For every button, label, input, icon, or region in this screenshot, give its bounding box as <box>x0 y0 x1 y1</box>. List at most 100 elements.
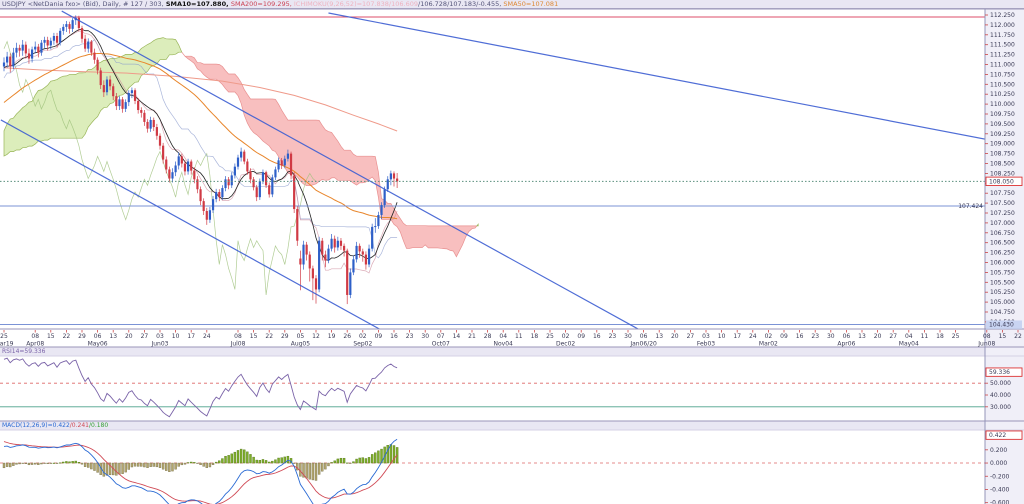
date-label: 22 <box>63 333 71 340</box>
macd-histogram-bar <box>127 462 131 470</box>
macd-histogram-bar <box>327 462 330 467</box>
date-label: 25 <box>0 333 8 340</box>
date-label: 18 <box>936 333 944 340</box>
date-label: 03 <box>156 333 164 340</box>
candle-body <box>249 171 252 180</box>
date-label: 23 <box>811 333 819 340</box>
candle-body <box>168 169 171 179</box>
candle-body <box>55 35 59 43</box>
candle-body <box>62 26 65 31</box>
macd-histogram-bar <box>143 462 146 468</box>
month-label: Jan06/20 <box>629 341 657 348</box>
date-label: 04 <box>905 333 913 340</box>
svg-text:106.000: 106.000 <box>990 260 1015 267</box>
month-label: Oct07 <box>432 341 450 348</box>
main-plot-area[interactable] <box>0 10 1009 335</box>
macd-histogram-bar <box>2 462 6 469</box>
date-label: 29 <box>281 333 289 340</box>
svg-text:105.750: 105.750 <box>990 269 1015 276</box>
candle-body <box>133 90 137 101</box>
candle-body <box>21 44 24 51</box>
candle-body <box>130 90 134 94</box>
date-label: 26 <box>343 333 351 340</box>
trendline-3[interactable] <box>328 12 1008 144</box>
date-label: 17 <box>733 333 741 340</box>
support-price-box <box>986 320 1022 329</box>
time-axis-strip[interactable] <box>0 329 985 347</box>
legend-instrument: USDJPY <NetDania fxo> (Bid), Daily, # 12… <box>2 0 166 8</box>
macd-histogram-bar <box>302 462 305 478</box>
trendline-1[interactable] <box>61 10 647 334</box>
svg-text:108.750: 108.750 <box>990 151 1015 158</box>
candle-body <box>146 121 149 129</box>
candle-body <box>196 179 199 190</box>
macd-histogram-bar <box>105 462 109 476</box>
candle-body <box>302 244 305 265</box>
candle-body <box>255 187 258 198</box>
svg-text:110.500: 110.500 <box>990 81 1015 88</box>
candle-body <box>374 226 377 228</box>
date-label: 11 <box>515 333 523 340</box>
date-label: 17 <box>187 333 195 340</box>
date-label: 20 <box>125 333 133 340</box>
date-label: 04 <box>499 333 507 340</box>
candle-body <box>177 156 180 166</box>
macd-histogram-bar <box>386 445 389 464</box>
macd-histogram-bar <box>317 462 321 475</box>
date-label: 18 <box>531 333 539 340</box>
macd-histogram-bar <box>271 460 274 464</box>
macd-histogram-bar <box>15 462 18 465</box>
svg-text:108.250: 108.250 <box>990 170 1015 177</box>
svg-text:109.500: 109.500 <box>990 121 1015 128</box>
macd-histogram-bar <box>71 461 74 464</box>
macd-histogram-bar <box>233 451 237 464</box>
macd-legend-signal: /0.241 <box>69 422 89 429</box>
date-label: 20 <box>671 333 679 340</box>
macd-histogram-bar <box>208 462 212 468</box>
macd-histogram-bar <box>258 460 262 464</box>
macd-histogram-bar <box>243 449 246 464</box>
candle-body <box>346 250 349 295</box>
candle-body <box>396 178 399 182</box>
price-axis-strip[interactable] <box>985 0 1024 504</box>
candle-body <box>137 100 140 111</box>
macd-histogram-bar <box>183 462 187 465</box>
candle-body <box>277 160 280 170</box>
candle-body <box>49 40 52 46</box>
macd-histogram-bar <box>255 459 258 464</box>
macd-histogram-bar <box>90 462 93 470</box>
macd-histogram-bar <box>355 458 358 464</box>
candle-body <box>77 17 80 29</box>
rsi-panel[interactable] <box>0 357 985 418</box>
macd-histogram-bar <box>149 462 152 467</box>
macd-histogram-bar <box>305 462 308 479</box>
candle-body <box>283 158 286 166</box>
last-price-label: 108.050 <box>989 178 1014 185</box>
svg-text:105.250: 105.250 <box>990 289 1015 296</box>
macd-histogram-bar <box>224 455 227 464</box>
macd-histogram-bar <box>68 461 71 464</box>
date-label: 23 <box>406 333 414 340</box>
svg-text:108.500: 108.500 <box>990 161 1015 168</box>
candle-body <box>158 135 162 146</box>
macd-histogram-bar <box>202 462 205 467</box>
macd-panel[interactable] <box>0 438 985 504</box>
candle-body <box>52 35 56 41</box>
month-label: Mar19 <box>0 341 14 348</box>
sma50-line <box>3 53 398 220</box>
trendline-2[interactable] <box>0 119 391 335</box>
candle-body <box>371 226 374 249</box>
macd-histogram-bar <box>140 462 143 467</box>
macd-legend-macd: MACD(12,26,9)=0.422 <box>2 422 70 429</box>
macd-histogram-bar <box>377 450 380 464</box>
support-price-label: 107.424 <box>958 203 983 210</box>
month-label: Aug05 <box>291 341 311 348</box>
macd-histogram-bar <box>211 462 215 465</box>
macd-histogram-bar <box>102 462 106 477</box>
candle-body <box>243 151 246 162</box>
macd-histogram-bar <box>46 462 49 464</box>
svg-text:110.000: 110.000 <box>990 101 1015 108</box>
candle-body <box>199 189 202 202</box>
